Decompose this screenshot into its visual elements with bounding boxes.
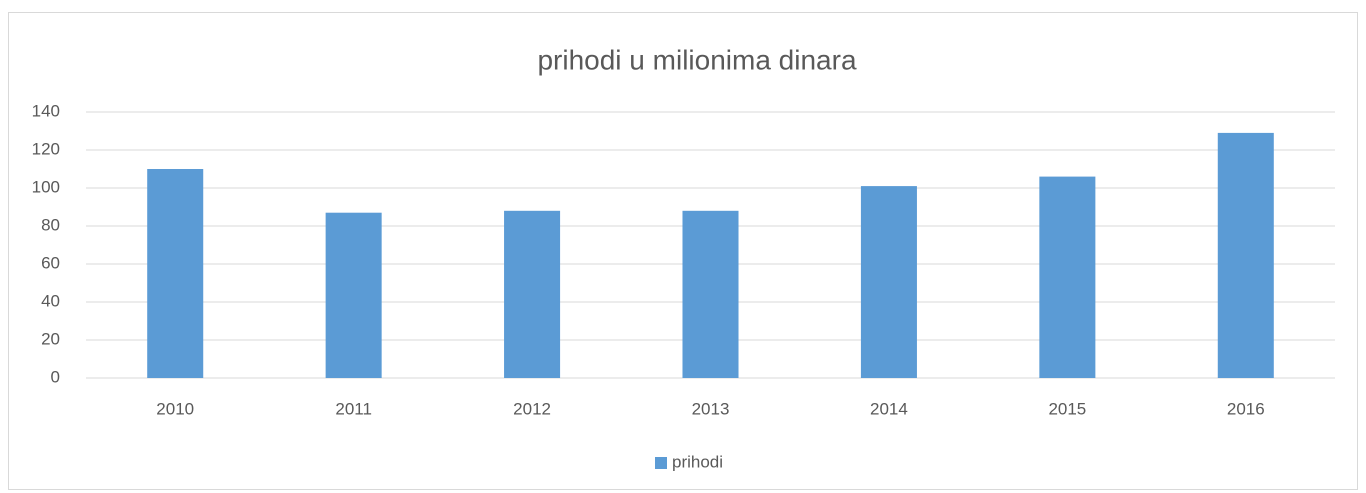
y-tick-label: 100	[32, 177, 60, 196]
x-tick-label: 2013	[692, 399, 730, 418]
bar	[504, 210, 561, 378]
y-tick-label: 140	[32, 101, 60, 120]
bar	[1217, 132, 1274, 378]
bar	[860, 186, 917, 378]
x-tick-label: 2014	[870, 399, 908, 418]
bar	[682, 210, 739, 378]
x-tick-label: 2010	[156, 399, 194, 418]
y-tick-label: 0	[51, 367, 60, 386]
x-tick-label: 2012	[513, 399, 551, 418]
y-tick-label: 40	[41, 291, 60, 310]
bar	[1039, 176, 1096, 378]
y-tick-label: 80	[41, 215, 60, 234]
y-tick-label: 60	[41, 253, 60, 272]
legend-swatch	[655, 457, 667, 469]
bar	[325, 212, 382, 378]
y-tick-label: 120	[32, 139, 60, 158]
x-tick-label: 2015	[1048, 399, 1086, 418]
bar	[147, 169, 204, 378]
x-tick-label: 2016	[1227, 399, 1265, 418]
y-tick-label: 20	[41, 329, 60, 348]
chart-title: prihodi u milionima dinara	[537, 44, 856, 75]
legend-label: prihodi	[672, 452, 723, 471]
x-tick-label: 2011	[335, 399, 372, 418]
